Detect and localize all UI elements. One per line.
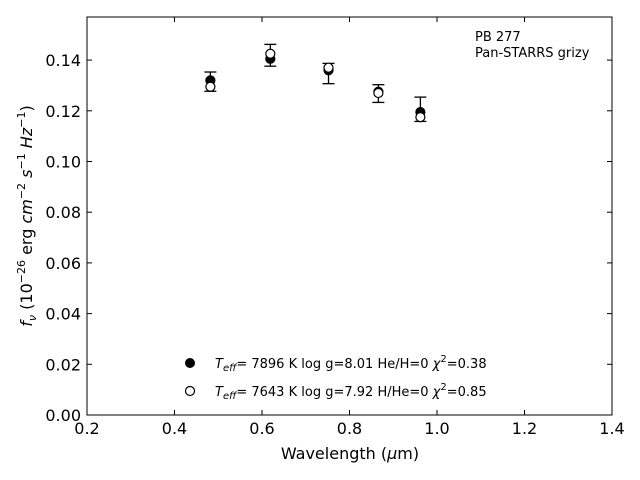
legend-1-logg: log g=8.01 xyxy=(301,357,373,372)
legend: Teff= 7896 K log g=8.01 He/H=0 χ2=0.38 T… xyxy=(184,354,487,402)
y-tick-label: 0.00 xyxy=(45,406,81,425)
legend-1-chi2: =0.38 xyxy=(447,357,487,372)
x-tick-label: 1.4 xyxy=(599,419,624,438)
legend-marker-filled xyxy=(185,358,195,368)
y-tick-label: 0.04 xyxy=(45,305,81,324)
legend-marker-open xyxy=(184,385,196,397)
data-point-open xyxy=(415,112,426,123)
y-tick-label: 0.08 xyxy=(45,203,81,222)
y-tick-label: 0.12 xyxy=(45,102,81,121)
x-axis-label: Wavelength (μm) xyxy=(281,444,419,463)
legend-2-comp: H/He=0 xyxy=(377,385,428,400)
data-point-open xyxy=(205,81,216,92)
y-tick-label: 0.02 xyxy=(45,355,81,374)
legend-2-logg: log g=7.92 xyxy=(301,385,373,400)
plot-area: 0.2 0.4 0.6 0.8 1.0 1.2 1.4 0.00 0.02 0.04 0.06 0.0… xyxy=(45,16,625,438)
legend-2-teff: 7643 K xyxy=(251,385,297,400)
x-tick-label: 1.2 xyxy=(512,419,537,438)
data-point-open xyxy=(373,87,384,99)
survey-annotation: Pan-STARRS grizy xyxy=(475,46,590,61)
x-tick-label: 0.6 xyxy=(249,419,274,438)
y-tick-label: 0.14 xyxy=(45,51,81,70)
legend-2-chi2: =0.85 xyxy=(447,385,487,400)
x-tick-label: 1.0 xyxy=(424,419,449,438)
y-axis-label: fν (10−26 erg cm−2 s−1 Hz−1) xyxy=(15,105,39,326)
legend-1-comp: He/H=0 xyxy=(377,357,428,372)
y-tick-label: 0.10 xyxy=(45,152,81,171)
x-tick-label: 0.8 xyxy=(337,419,362,438)
x-tick-label: 0.2 xyxy=(74,419,99,438)
y-axis-label-group: fν (10−26 erg cm−2 s−1 Hz−1) xyxy=(15,105,39,326)
star-name-annotation: PB 277 xyxy=(475,30,521,45)
legend-1-teff: 7896 K xyxy=(251,357,297,372)
y-tick-label: 0.06 xyxy=(45,254,81,273)
legend-entry-2: Teff= 7643 K log g=7.92 H/He=0 χ2=0.85 xyxy=(215,382,487,402)
data-point-open xyxy=(323,62,334,73)
x-tick-label: 0.4 xyxy=(162,419,187,438)
data-point-open xyxy=(265,48,276,59)
legend-entry-1: Teff= 7896 K log g=8.01 He/H=0 χ2=0.38 xyxy=(215,354,487,374)
